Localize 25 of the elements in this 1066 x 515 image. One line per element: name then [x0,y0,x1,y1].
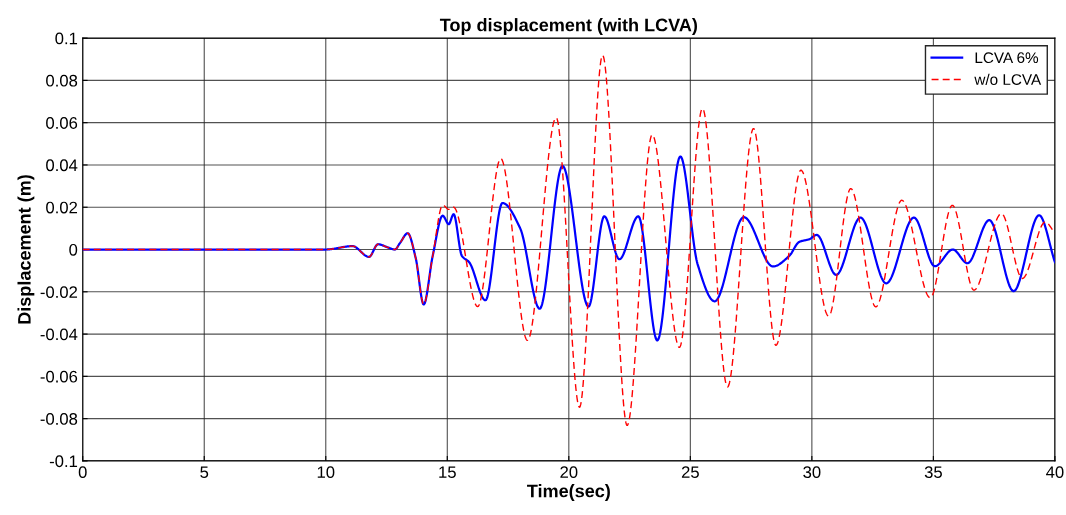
x-axis-title: Time(sec) [527,484,610,501]
x-tick-label: 25 [681,466,699,479]
legend-label: LCVA 6% [975,52,1039,64]
y-tick-label: 0.02 [46,201,78,214]
y-tick-label: 0.06 [46,117,78,129]
y-tick-label: 0.1 [55,32,78,45]
y-tick-label: -0.08 [40,413,78,425]
x-tick-label: 10 [317,466,335,479]
chart-title: Top displacement (with LCVA) [439,18,697,35]
x-tick-label: 15 [439,466,456,479]
y-tick-label: -0.02 [40,286,78,298]
y-tick-label: -0.06 [40,370,78,383]
x-tick-label: 30 [803,466,821,479]
y-axis-title: Displacement (m) [17,175,35,324]
x-tick-label: 35 [924,466,942,479]
x-tick-label: 40 [1046,466,1064,479]
y-tick-label: 0.04 [46,159,78,172]
legend-label: w/o LCVA [974,73,1042,85]
y-tick-label: -0.1 [49,455,78,468]
x-tick-label: 0 [78,466,87,479]
y-tick-label: 0.08 [46,74,78,87]
x-tick-label: 5 [200,466,209,479]
y-tick-label: -0.04 [40,328,78,341]
x-tick-label: 20 [560,466,578,479]
y-tick-label: 0 [69,243,78,256]
